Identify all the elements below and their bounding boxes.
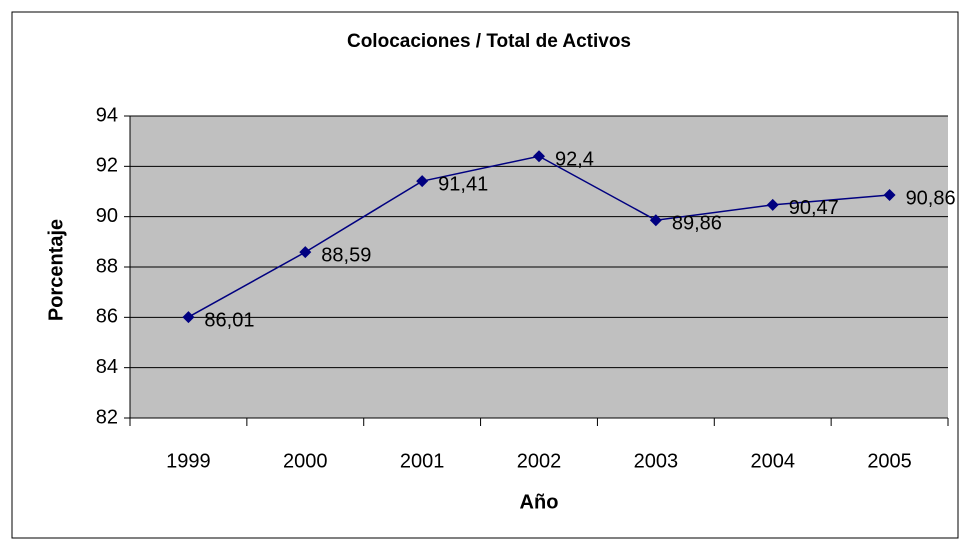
y-tick-label: 82 <box>96 406 118 428</box>
x-tick-label: 2004 <box>750 450 795 472</box>
data-marker <box>533 150 545 163</box>
data-label: 89,86 <box>672 212 722 234</box>
x-axis-label: Año <box>520 491 559 513</box>
x-tick-label: 2002 <box>517 450 562 472</box>
data-label: 86,01 <box>204 309 254 331</box>
y-tick-label: 88 <box>96 255 118 277</box>
data-marker <box>883 189 896 202</box>
y-tick-label: 94 <box>96 104 118 126</box>
y-tick-label: 90 <box>96 205 118 227</box>
data-marker <box>416 175 429 188</box>
y-axis-label: Porcentaje <box>45 219 67 321</box>
data-marker <box>766 198 779 211</box>
chart-title: Colocaciones / Total de Activos <box>347 31 631 52</box>
x-tick-label: 2000 <box>283 450 328 472</box>
x-tick-label: 2005 <box>867 450 912 472</box>
data-label: 91,41 <box>438 173 488 195</box>
data-marker <box>299 246 312 259</box>
data-label: 92,4 <box>555 149 594 171</box>
data-label: 88,59 <box>321 244 371 266</box>
x-tick-label: 1999 <box>166 450 211 472</box>
x-tick-label: 2001 <box>400 450 445 472</box>
x-tick-label: 2003 <box>634 450 679 472</box>
y-tick-label: 86 <box>96 306 118 328</box>
data-label: 90,86 <box>906 187 956 209</box>
y-tick-label: 92 <box>96 155 118 177</box>
data-marker <box>182 311 195 324</box>
data-marker <box>649 214 662 227</box>
y-tick-label: 84 <box>96 356 118 378</box>
data-label: 90,47 <box>789 197 839 219</box>
